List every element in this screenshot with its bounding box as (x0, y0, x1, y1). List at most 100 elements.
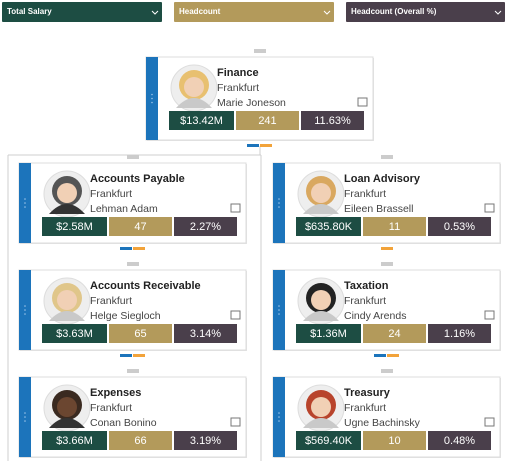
org-node[interactable]: Treasury Frankfurt Ugne Bachinsky $569.40K 1… (273, 369, 501, 461)
avatar-face (57, 397, 77, 417)
metric-value: $635.80K (305, 221, 353, 233)
expand-port (247, 144, 259, 147)
metric-value: 0.53% (444, 221, 475, 233)
expand-port (120, 354, 132, 357)
org-node[interactable]: Expenses Frankfurt Conan Bonino $3.66M 66 3.1… (19, 369, 247, 461)
node-title: Taxation (344, 280, 389, 292)
metric-value: 2.27% (190, 221, 221, 233)
drag-dot (278, 420, 280, 422)
drag-dot (24, 202, 26, 204)
node-port (127, 369, 139, 373)
node-person: Marie Joneson (217, 97, 286, 109)
drag-dot (24, 206, 26, 208)
node-title: Accounts Payable (90, 173, 185, 185)
drag-dot (278, 416, 280, 418)
node-city: Frankfurt (90, 402, 132, 414)
drag-dot (151, 94, 153, 96)
node-person: Eileen Brassell (344, 203, 413, 215)
org-node[interactable]: Finance Frankfurt Marie Joneson $13.42M 241 1… (146, 49, 374, 147)
org-node[interactable]: Taxation Frankfurt Cindy Arends $1.36M 24 1.1… (273, 262, 501, 357)
drag-dot (24, 313, 26, 315)
node-port (381, 369, 393, 373)
drag-dot (24, 412, 26, 414)
dropdown-label: Total Salary (7, 7, 52, 16)
node-person: Conan Bonino (90, 417, 157, 429)
org-chart-screen: Total Salary Headcount Headcount (Overall … (0, 0, 507, 461)
metric-value: 0.48% (444, 435, 475, 447)
expand-port (374, 354, 386, 357)
node-port (127, 155, 139, 159)
node-port (381, 155, 393, 159)
metric-value: 11.63% (314, 115, 351, 127)
metric-value: $1.36M (310, 328, 347, 340)
drag-dot (151, 98, 153, 100)
dropdown-label: Headcount (Overall %) (351, 7, 437, 16)
metric-value: 3.14% (190, 328, 221, 340)
drag-dot (278, 412, 280, 414)
dropdown[interactable]: Total Salary (2, 2, 162, 22)
metric-value: 24 (388, 328, 400, 340)
metric-value: $3.63M (56, 328, 93, 340)
metric-value: $3.66M (56, 435, 93, 447)
node-title: Expenses (90, 387, 141, 399)
node-city: Frankfurt (90, 188, 132, 200)
metric-value: 47 (134, 221, 146, 233)
node-person: Lehman Adam (90, 203, 158, 215)
avatar-face (184, 77, 204, 97)
expand-port (387, 354, 399, 357)
dropdown[interactable]: Headcount (Overall %) (346, 2, 505, 22)
node-city: Frankfurt (344, 188, 386, 200)
drag-dot (24, 416, 26, 418)
expand-port (133, 354, 145, 357)
drag-dot (24, 309, 26, 311)
node-port (127, 262, 139, 266)
metric-value: 241 (258, 115, 276, 127)
metric-value: 11 (389, 221, 400, 233)
drag-dot (278, 198, 280, 200)
node-title: Treasury (344, 387, 391, 399)
avatar-face (57, 183, 77, 203)
node-city: Frankfurt (217, 82, 259, 94)
dropdown-label: Headcount (179, 7, 221, 16)
node-port (381, 262, 393, 266)
metric-value: $2.58M (56, 221, 93, 233)
drag-dot (278, 206, 280, 208)
node-title: Finance (217, 67, 259, 79)
metric-value: $13.42M (180, 115, 223, 127)
metric-value: 65 (134, 328, 146, 340)
node-title: Accounts Receivable (90, 280, 201, 292)
node-port (254, 49, 266, 53)
metric-value: 10 (388, 435, 400, 447)
drag-dot (278, 305, 280, 307)
expand-port (381, 247, 393, 250)
node-city: Frankfurt (344, 295, 386, 307)
dropdown[interactable]: Headcount (174, 2, 334, 22)
metric-value: $569.40K (305, 435, 353, 447)
drag-dot (24, 420, 26, 422)
node-person: Cindy Arends (344, 310, 406, 322)
node-person: Ugne Bachinsky (344, 417, 421, 429)
expand-port (133, 247, 145, 250)
node-city: Frankfurt (344, 402, 386, 414)
org-node[interactable]: Loan Advisory Frankfurt Eileen Brassell $63… (273, 155, 501, 250)
expand-port (260, 144, 272, 147)
metric-value: 66 (134, 435, 146, 447)
node-city: Frankfurt (90, 295, 132, 307)
avatar-face (57, 290, 77, 310)
drag-dot (278, 313, 280, 315)
node-person: Helge Siegloch (90, 310, 161, 322)
drag-dot (24, 305, 26, 307)
drag-dot (278, 202, 280, 204)
org-node[interactable]: Accounts Payable Frankfurt Lehman Adam $2.5… (19, 155, 247, 250)
drag-dot (151, 102, 153, 104)
drag-dot (24, 198, 26, 200)
metric-value: 3.19% (190, 435, 221, 447)
drag-dot (278, 309, 280, 311)
avatar-face (311, 183, 331, 203)
metric-value: 1.16% (444, 328, 475, 340)
expand-port (120, 247, 132, 250)
org-node[interactable]: Accounts Receivable Frankfurt Helge Sieglo… (19, 262, 247, 357)
node-title: Loan Advisory (344, 173, 421, 185)
avatar-face (311, 397, 331, 417)
avatar-face (311, 290, 331, 310)
